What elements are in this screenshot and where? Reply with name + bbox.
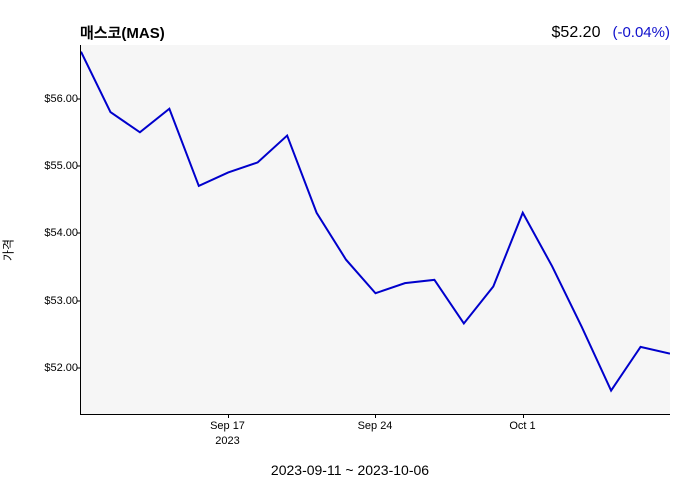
x-tick-year: 2023	[215, 435, 239, 447]
price-change: (-0.04%)	[612, 24, 670, 41]
y-tick-label: $53.00	[40, 295, 78, 307]
chart-header: 매스코(MAS) $52.20 (-0.04%)	[80, 22, 670, 43]
current-price: $52.20	[552, 24, 601, 42]
y-tick-mark	[77, 98, 80, 99]
plot-area	[80, 45, 670, 415]
line-chart-svg	[81, 45, 670, 414]
y-tick-label: $52.00	[40, 362, 78, 374]
x-tick-label: Oct 1	[509, 420, 535, 432]
x-tick-label: Sep 17	[210, 420, 245, 432]
y-tick-label: $54.00	[40, 227, 78, 239]
y-tick-mark	[77, 367, 80, 368]
y-tick-mark	[77, 300, 80, 301]
y-tick-label: $55.00	[40, 160, 78, 172]
y-tick-mark	[77, 233, 80, 234]
y-axis-label: 가격	[0, 239, 17, 261]
y-tick-label: $56.00	[40, 93, 78, 105]
x-tick-mark	[375, 415, 376, 418]
chart-title: 매스코(MAS)	[80, 22, 165, 43]
date-range: 2023-09-11 ~ 2023-10-06	[271, 462, 429, 478]
stock-chart: 매스코(MAS) $52.20 (-0.04%) 가격 $52.00 $53.00…	[0, 0, 700, 500]
x-tick-label: Sep 24	[358, 420, 393, 432]
price-display: $52.20 (-0.04%)	[552, 24, 670, 42]
x-tick-mark	[228, 415, 229, 418]
x-tick-mark	[523, 415, 524, 418]
y-tick-mark	[77, 166, 80, 167]
